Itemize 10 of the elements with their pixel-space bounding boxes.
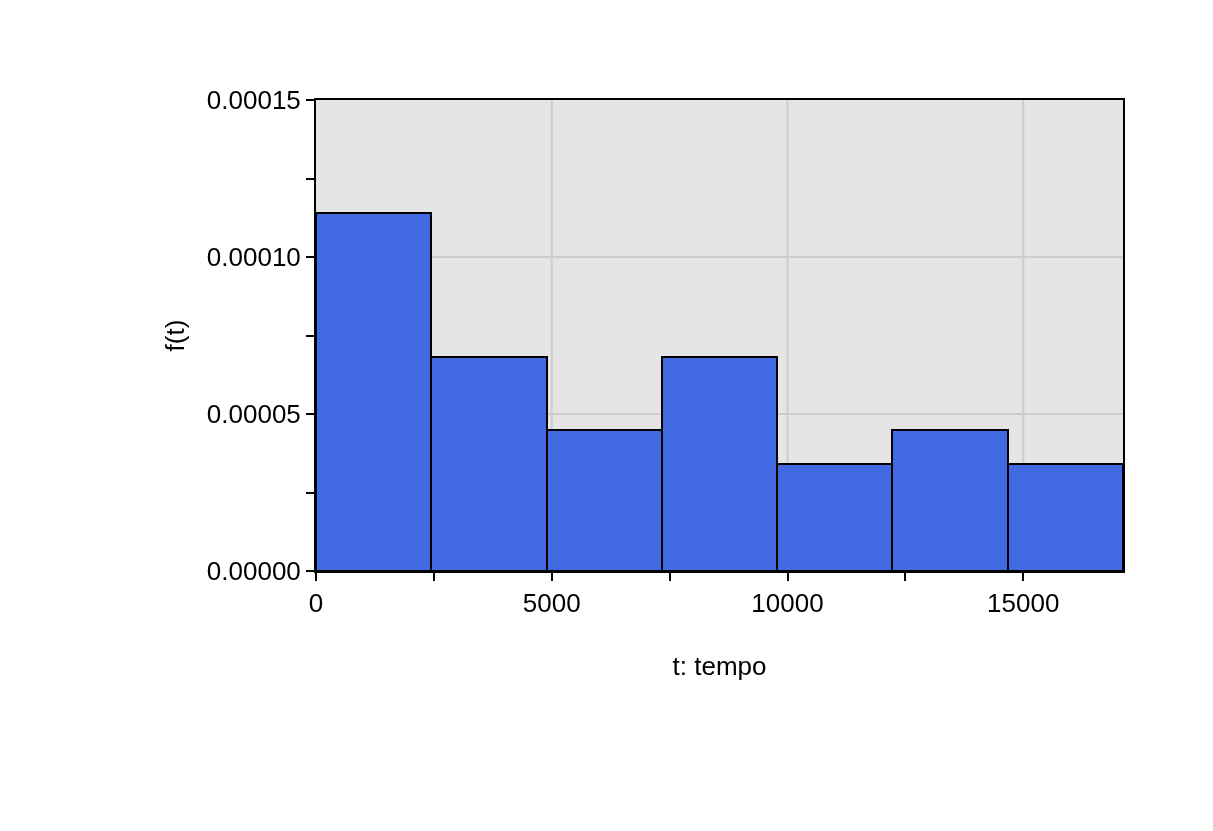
x-tick-label: 5000 [522,588,581,619]
y-tick-label: 0.00000 [206,556,301,587]
x-tick-label: 0 [308,588,324,619]
x-tick-label: 10000 [751,588,824,619]
y-tick-label: 0.00015 [206,85,301,116]
y-tick-label: 0.00005 [206,399,301,430]
y-axis-title: f(t) [159,319,190,352]
x-axis-title: t: tempo [672,651,767,682]
y-tick-label: 0.00010 [206,242,301,273]
x-tick-label: 15000 [987,588,1060,619]
